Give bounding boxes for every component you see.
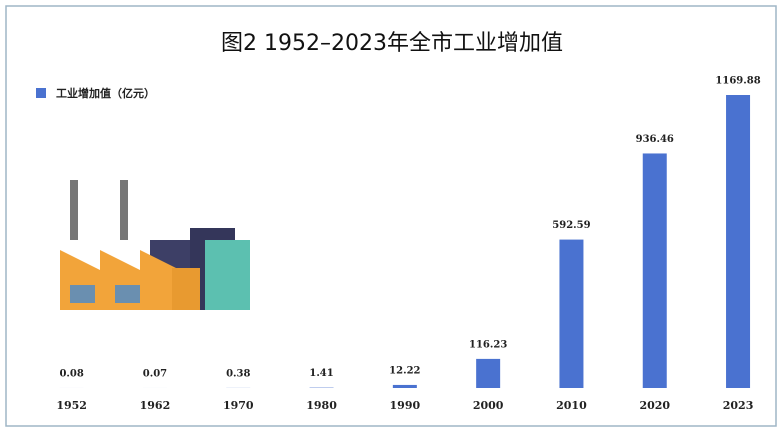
bar xyxy=(642,153,667,388)
value-label: 1169.88 xyxy=(715,76,760,87)
bar xyxy=(726,95,751,388)
value-label: 0.07 xyxy=(143,368,167,379)
x-tick-label: 1980 xyxy=(306,399,337,412)
chart-title: 图2 1952–2023年全市工业增加值 xyxy=(221,31,563,56)
bar xyxy=(476,358,501,388)
value-label: 1.41 xyxy=(309,368,333,379)
value-label: 0.38 xyxy=(226,368,250,379)
legend-swatch xyxy=(36,88,46,98)
x-tick-label: 2023 xyxy=(723,399,754,412)
x-tick-label: 1990 xyxy=(390,399,421,412)
x-tick-label: 1952 xyxy=(56,399,87,412)
value-label: 12.22 xyxy=(389,365,420,376)
legend-label: 工业增加值（亿元） xyxy=(56,86,155,100)
bar xyxy=(559,239,584,388)
x-tick-label: 1970 xyxy=(223,399,254,412)
factory-illustration xyxy=(60,180,250,310)
value-label: 592.59 xyxy=(552,220,590,231)
x-tick-label: 1962 xyxy=(140,399,171,412)
value-label: 0.08 xyxy=(59,368,83,379)
value-label: 936.46 xyxy=(636,134,674,145)
x-tick-label: 2010 xyxy=(556,399,587,412)
bar xyxy=(392,384,417,388)
value-label: 116.23 xyxy=(469,339,507,350)
x-tick-label: 2020 xyxy=(639,399,670,412)
x-tick-label: 2000 xyxy=(473,399,504,412)
